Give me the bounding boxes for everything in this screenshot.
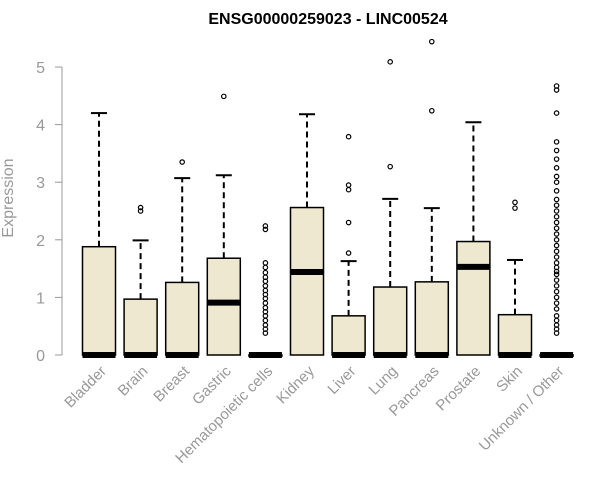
outlier-point — [553, 165, 560, 171]
y-tick-label: 3 — [36, 175, 45, 192]
outlier-point — [262, 223, 269, 229]
x-tick-label: Prostate — [433, 363, 485, 415]
outlier-point — [553, 156, 560, 162]
outlier-point — [553, 225, 560, 232]
outlier-point — [137, 208, 144, 214]
outlier-point — [553, 317, 560, 324]
outlier-point — [345, 219, 352, 226]
x-tick-label: Lung — [365, 363, 401, 399]
x-tick-label: Kidney — [273, 362, 318, 407]
x-tick-label: Brain — [115, 363, 152, 400]
outlier-point — [553, 110, 560, 116]
outlier-point — [553, 313, 560, 319]
outlier-point — [553, 300, 560, 306]
outlier-point — [553, 277, 560, 283]
outlier-point — [553, 283, 560, 289]
outlier-point — [345, 182, 352, 188]
box — [206, 257, 242, 356]
box-group — [248, 223, 283, 358]
outlier-point — [345, 133, 352, 140]
outlier-point — [553, 248, 560, 255]
outlier-point — [553, 254, 560, 260]
outlier-point — [553, 83, 560, 89]
outlier-point — [553, 219, 560, 226]
outlier-point — [553, 147, 560, 154]
outlier-point — [262, 283, 269, 289]
box-group — [331, 133, 366, 358]
outlier-point — [137, 204, 144, 211]
outlier-point — [553, 288, 560, 295]
box — [289, 206, 325, 356]
outlier-point — [553, 260, 560, 266]
outlier-point — [553, 179, 560, 186]
box — [497, 313, 533, 356]
y-tick-label: 5 — [36, 60, 45, 77]
outlier-point — [179, 159, 186, 165]
chart-title: ENSG00000259023 - LINC00524 — [208, 11, 447, 28]
x-tick-label: Skin — [493, 363, 526, 396]
outlier-point — [512, 205, 518, 211]
y-axis: 0 1 2 3 4 5 — [36, 60, 63, 365]
outlier-point — [512, 199, 518, 206]
box-group — [164, 159, 200, 358]
outlier-point — [387, 163, 394, 170]
box — [372, 286, 408, 356]
box-group — [456, 121, 491, 356]
outlier-point — [553, 213, 560, 220]
box-group — [497, 199, 533, 358]
outlier-point — [553, 237, 560, 243]
outlier-point — [553, 306, 560, 312]
outlier-point — [262, 300, 269, 306]
outlier-point — [262, 226, 269, 233]
outlier-point — [428, 38, 435, 45]
outlier-point — [553, 294, 560, 301]
outlier-point — [553, 196, 560, 203]
box-group — [372, 59, 408, 358]
outlier-point — [262, 269, 269, 276]
box-group — [414, 38, 450, 358]
x-tick-label: Liver — [324, 363, 359, 398]
boxes-layer — [81, 38, 574, 358]
box-group — [81, 112, 117, 358]
box-group — [206, 93, 242, 356]
x-tick-label: Breast — [150, 362, 193, 405]
box-group — [123, 204, 158, 358]
outlier-point — [553, 202, 560, 209]
outlier-point — [262, 260, 269, 266]
box — [331, 315, 366, 356]
outlier-point — [553, 173, 560, 180]
x-tick-label: Bladder — [61, 363, 110, 412]
box — [164, 281, 200, 356]
outlier-point — [553, 231, 560, 237]
y-axis-label: Expression — [0, 158, 17, 237]
box — [123, 298, 158, 356]
box — [456, 240, 491, 356]
outlier-point — [553, 139, 560, 145]
outlier-point — [387, 59, 394, 65]
outlier-point — [221, 93, 227, 100]
outlier-point — [553, 188, 560, 194]
outlier-point — [262, 317, 269, 324]
box — [414, 281, 450, 356]
y-tick-label: 1 — [36, 290, 45, 307]
outlier-point — [428, 107, 435, 114]
outlier-point — [345, 250, 352, 256]
outlier-point — [553, 208, 560, 214]
outlier-point — [553, 271, 560, 278]
outlier-point — [345, 186, 352, 193]
outlier-point — [262, 264, 269, 271]
box-group — [539, 83, 574, 358]
box — [81, 245, 117, 356]
box-group — [289, 113, 325, 356]
y-tick-label: 0 — [36, 348, 45, 365]
outlier-point — [553, 242, 560, 249]
y-tick-label: 4 — [36, 118, 45, 135]
y-tick-label: 2 — [36, 233, 45, 250]
